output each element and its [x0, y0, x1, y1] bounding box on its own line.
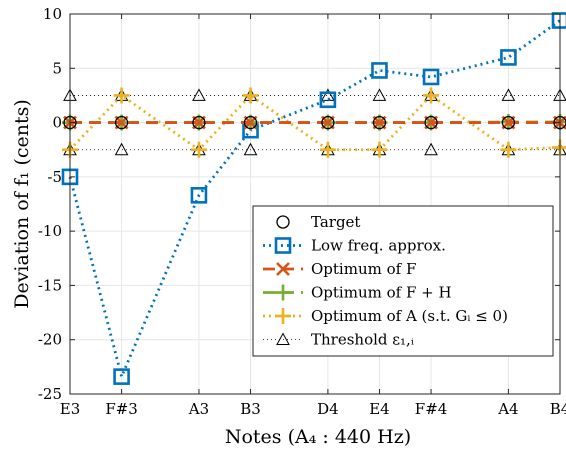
data-point-low-freq: [371, 62, 388, 79]
series-line-opt-a: [68, 93, 561, 152]
y-tick-label: -15: [38, 276, 62, 294]
data-point-low-freq: [190, 187, 208, 204]
data-point-opt-a: [190, 141, 207, 158]
data-point-opt-a: [319, 141, 336, 158]
data-point-threshold-lower: [424, 142, 438, 156]
legend-marker-low-freq-shape: [274, 237, 292, 254]
y-tick-label: -20: [38, 331, 62, 349]
data-point-target-shape: [424, 115, 438, 130]
y-tick-label: -5: [47, 168, 62, 186]
x-tick-label: E4: [369, 400, 390, 418]
data-point-opt-a: [423, 87, 440, 104]
x-tick-label: B4: [550, 400, 566, 418]
data-point-threshold-upper: [192, 88, 206, 101]
data-point-low-freq-shape: [190, 187, 208, 204]
x-tick-label: B3: [240, 400, 261, 418]
data-point-low-freq: [422, 68, 440, 86]
legend-marker-target-shape: [276, 215, 290, 229]
legend-box: [252, 205, 554, 357]
x-tick-label: A3: [188, 400, 209, 418]
y-axis-title: Deviation of f₁ (cents): [11, 99, 33, 309]
x-tick-label: D4: [317, 400, 339, 418]
legend-marker-opt-a: [275, 308, 291, 324]
legend-marker-target: [276, 215, 290, 229]
plot-frame: [69, 13, 561, 395]
data-point-threshold-upper: [321, 88, 335, 101]
data-point-target: [243, 115, 258, 130]
x-tick-label: A4: [497, 400, 518, 418]
data-point-threshold-lower: [114, 142, 129, 156]
data-point-threshold-upper-shape: [372, 88, 387, 101]
data-point-low-freq-shape: [113, 368, 130, 385]
legend-marker-opt-fh: [275, 284, 291, 301]
legend-marker-opt-f-shape: [276, 262, 290, 276]
data-point-target: [192, 115, 206, 130]
legend-label-threshold: Threshold ε₁,ᵢ: [311, 331, 414, 349]
data-point-low-freq-shape: [500, 49, 517, 66]
data-point-threshold-lower: [243, 142, 258, 156]
data-point-threshold-lower-shape: [114, 142, 129, 156]
legend-label-opt-a: Optimum of A (s.t. Gᵢ ≤ 0): [311, 307, 508, 325]
data-point-low-freq-shape: [422, 68, 440, 86]
data-point-low-freq: [319, 91, 337, 109]
y-tick-label: 0: [52, 114, 62, 132]
data-point-low-freq: [500, 49, 517, 66]
y-tick-label: 10: [43, 5, 62, 23]
data-point-target: [424, 115, 438, 130]
data-point-opt-a: [113, 87, 130, 104]
y-tick-label: -10: [38, 222, 62, 240]
y-tick-label: -25: [38, 385, 62, 403]
data-point-target-shape: [321, 115, 335, 130]
data-point-threshold-lower-shape: [243, 142, 258, 156]
data-point-low-freq-shape: [371, 62, 388, 79]
legend-marker-threshold-shape: [276, 332, 290, 345]
legend: Target Low freq. approx. Optimum of F Optim…: [252, 205, 554, 357]
legend-marker-opt-f: [276, 262, 290, 276]
data-point-threshold-upper-shape: [321, 88, 335, 101]
axes: [69, 13, 561, 395]
data-point-target: [501, 115, 516, 130]
data-point-threshold-upper-shape: [192, 88, 206, 101]
legend-label-low-freq: Low freq. approx.: [311, 237, 446, 255]
data-point-target: [372, 115, 387, 130]
data-point-threshold-upper-shape: [501, 88, 516, 101]
x-tick-label: F#3: [105, 400, 138, 418]
data-point-threshold-upper: [501, 88, 516, 101]
data-point-target: [114, 115, 129, 130]
data-point-target-shape: [501, 115, 516, 130]
data-point-threshold-upper: [372, 88, 387, 101]
data-point-target-shape: [243, 115, 258, 130]
data-point-opt-a: [552, 139, 566, 156]
data-point-target-shape: [114, 115, 129, 130]
legend-label-target: Target: [311, 213, 360, 231]
x-tick-label: E3: [60, 400, 81, 418]
data-point-threshold-lower-shape: [424, 142, 438, 156]
x-tick-label: F#4: [415, 400, 448, 418]
data-point-opt-a: [371, 141, 388, 158]
y-tick-label: 5: [52, 59, 62, 77]
data-point-target: [321, 115, 335, 130]
legend-marker-threshold: [276, 332, 290, 345]
x-axis-title: Notes (A₄ : 440 Hz): [225, 426, 411, 448]
data-point-low-freq-shape: [319, 91, 337, 109]
data-point-target-shape: [372, 115, 387, 130]
data-point-target-shape: [192, 115, 206, 130]
data-point-opt-a: [242, 87, 259, 104]
data-point-opt-a: [500, 141, 517, 158]
legend-label-opt-f: Optimum of F: [311, 260, 416, 278]
legend-marker-low-freq: [274, 237, 292, 254]
legend-label-opt-fh: Optimum of F + H: [311, 284, 452, 302]
tick-labels: E3 F#3 A3 B3 D4 E4 F#4 A4 B4 -25 -20 -15 -10 -5 0 5 10: [38, 5, 566, 418]
data-point-low-freq: [113, 368, 130, 385]
series-layer: [61, 12, 566, 385]
